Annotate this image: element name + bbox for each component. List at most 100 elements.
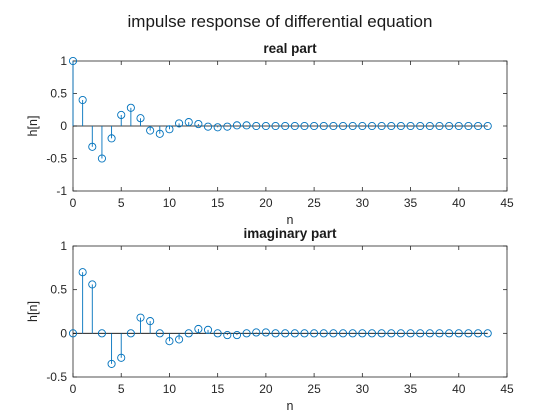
imaginary-part-stem-marker <box>300 329 309 338</box>
real-part-stem-marker <box>281 121 290 131</box>
real-part-stem-marker <box>165 125 174 134</box>
real-part-stem-marker <box>252 121 261 131</box>
real-part-y-tick-label: -1 <box>56 184 67 198</box>
real-part-stem-marker <box>107 134 116 143</box>
real-part-stem-marker <box>290 121 299 131</box>
real-part-stem-marker <box>117 110 126 119</box>
real-part-stem-marker <box>406 121 415 131</box>
real-part-x-tick-label: 5 <box>118 196 125 210</box>
imaginary-part-y-tick-label: -0.5 <box>46 370 67 384</box>
imaginary-part-stem-marker <box>184 329 193 338</box>
real-part-stem-marker <box>377 121 386 131</box>
imaginary-part-y-tick-label: 1 <box>60 239 67 253</box>
real-part-stem-marker <box>175 119 184 128</box>
real-part-axes: 0 5 10 15 20 25 30 35 40 45 -1 -0.5 0 0.5 1 real part n h… <box>26 41 514 227</box>
real-part-x-tick-label: 20 <box>259 196 273 210</box>
imaginary-part-stem-marker <box>165 337 174 346</box>
real-part-title: real part <box>263 41 317 56</box>
imaginary-part-stem-marker <box>194 324 203 334</box>
real-part-stem-marker <box>300 121 309 131</box>
imaginary-part-stem-marker <box>290 329 299 338</box>
imaginary-part-stem-marker <box>348 329 357 338</box>
imaginary-part-y-tick-label: 0.5 <box>50 283 67 297</box>
real-part-stem-marker <box>97 154 106 163</box>
imaginary-part-stem-marker <box>387 329 396 338</box>
real-part-stem-marker <box>464 121 473 131</box>
imaginary-part-stem-marker <box>261 328 270 337</box>
imaginary-part-stem-marker <box>203 325 213 334</box>
real-part-y-tick-label: 1 <box>60 54 67 68</box>
real-part-stem-marker <box>319 121 328 131</box>
imaginary-part-stem-marker <box>78 268 87 277</box>
imaginary-part-x-tick-label: 25 <box>307 382 321 396</box>
imaginary-part-title: imaginary part <box>243 226 337 241</box>
imaginary-part-stem-marker <box>454 329 463 338</box>
imaginary-part-plot-box <box>72 245 508 378</box>
real-part-stem-marker <box>310 121 319 131</box>
real-part-x-tick-label: 10 <box>163 196 177 210</box>
real-part-stem-marker <box>155 129 164 138</box>
imaginary-part-x-tick-label: 10 <box>163 382 177 396</box>
real-part-stem-marker <box>445 121 454 131</box>
real-part-stem-marker <box>78 95 87 105</box>
figure-title: impulse response of differential equatio… <box>128 12 433 31</box>
real-part-stem-marker <box>454 121 463 131</box>
imaginary-part-stem-marker <box>367 329 377 338</box>
imaginary-part-x-tick-label: 15 <box>211 382 225 396</box>
real-part-x-tick-label: 45 <box>500 196 514 210</box>
real-part-y-label: h[n] <box>26 116 40 137</box>
imaginary-part-stem-marker <box>319 329 328 338</box>
real-part-stem-marker <box>223 122 232 131</box>
real-part-stem-marker <box>126 103 135 112</box>
imaginary-part-stem-marker <box>329 329 338 338</box>
imaginary-part-stem-marker <box>97 329 106 338</box>
imaginary-part-stem-marker <box>425 329 434 338</box>
imaginary-part-stem-marker <box>155 329 164 338</box>
imaginary-part-stem-marker <box>464 329 473 338</box>
imaginary-part-stem-marker <box>175 335 184 344</box>
imaginary-part-stem-marker <box>242 329 251 338</box>
real-part-x-tick-label: 30 <box>356 196 370 210</box>
real-part-stem-marker <box>338 121 348 131</box>
real-part-x-tick-label: 35 <box>404 196 418 210</box>
imaginary-part-x-label: n <box>287 399 294 413</box>
imaginary-part-stem-marker <box>310 329 319 338</box>
imaginary-part-stem-marker <box>396 329 405 338</box>
real-part-stem-marker <box>435 121 444 131</box>
real-part-stem-marker <box>367 121 377 131</box>
real-part-stem-marker <box>396 121 405 131</box>
real-part-x-tick-label: 15 <box>211 196 225 210</box>
real-part-stem-marker <box>203 122 213 131</box>
imaginary-part-stem-marker <box>126 329 135 338</box>
real-part-stem-marker <box>425 121 434 131</box>
imaginary-part-stem-marker <box>146 317 155 326</box>
real-part-stem-marker <box>387 121 396 131</box>
imaginary-part-stem-marker <box>271 329 280 338</box>
imaginary-part-stem-marker <box>338 329 348 338</box>
imaginary-part-x-tick-label: 20 <box>259 382 273 396</box>
real-part-x-tick-label: 40 <box>452 196 466 210</box>
imaginary-part-x-tick-label: 5 <box>118 382 125 396</box>
imaginary-part-stem-marker <box>88 280 97 289</box>
imaginary-part-x-tick-label: 30 <box>356 382 370 396</box>
imaginary-part-stem-marker <box>483 329 492 338</box>
real-part-stem-marker <box>242 121 251 130</box>
real-part-y-tick-label: 0 <box>60 119 67 133</box>
real-part-stem-marker <box>88 142 97 151</box>
imaginary-part-x-tick-label: 35 <box>404 382 418 396</box>
imaginary-part-stem-marker <box>406 329 415 338</box>
imaginary-part-stem-marker <box>213 329 222 338</box>
imaginary-part-stem-marker <box>223 331 232 340</box>
real-part-stem-marker <box>232 121 242 130</box>
real-part-y-tick-label: -0.5 <box>46 152 67 166</box>
imaginary-part-stem-marker <box>68 329 78 338</box>
imaginary-part-stem-marker <box>474 329 483 338</box>
real-part-stem-marker <box>184 118 193 127</box>
real-part-stem-marker <box>68 56 78 66</box>
real-part-stem-marker <box>416 121 425 131</box>
imaginary-part-stem-marker <box>445 329 454 338</box>
imaginary-part-stem-marker <box>232 331 242 340</box>
